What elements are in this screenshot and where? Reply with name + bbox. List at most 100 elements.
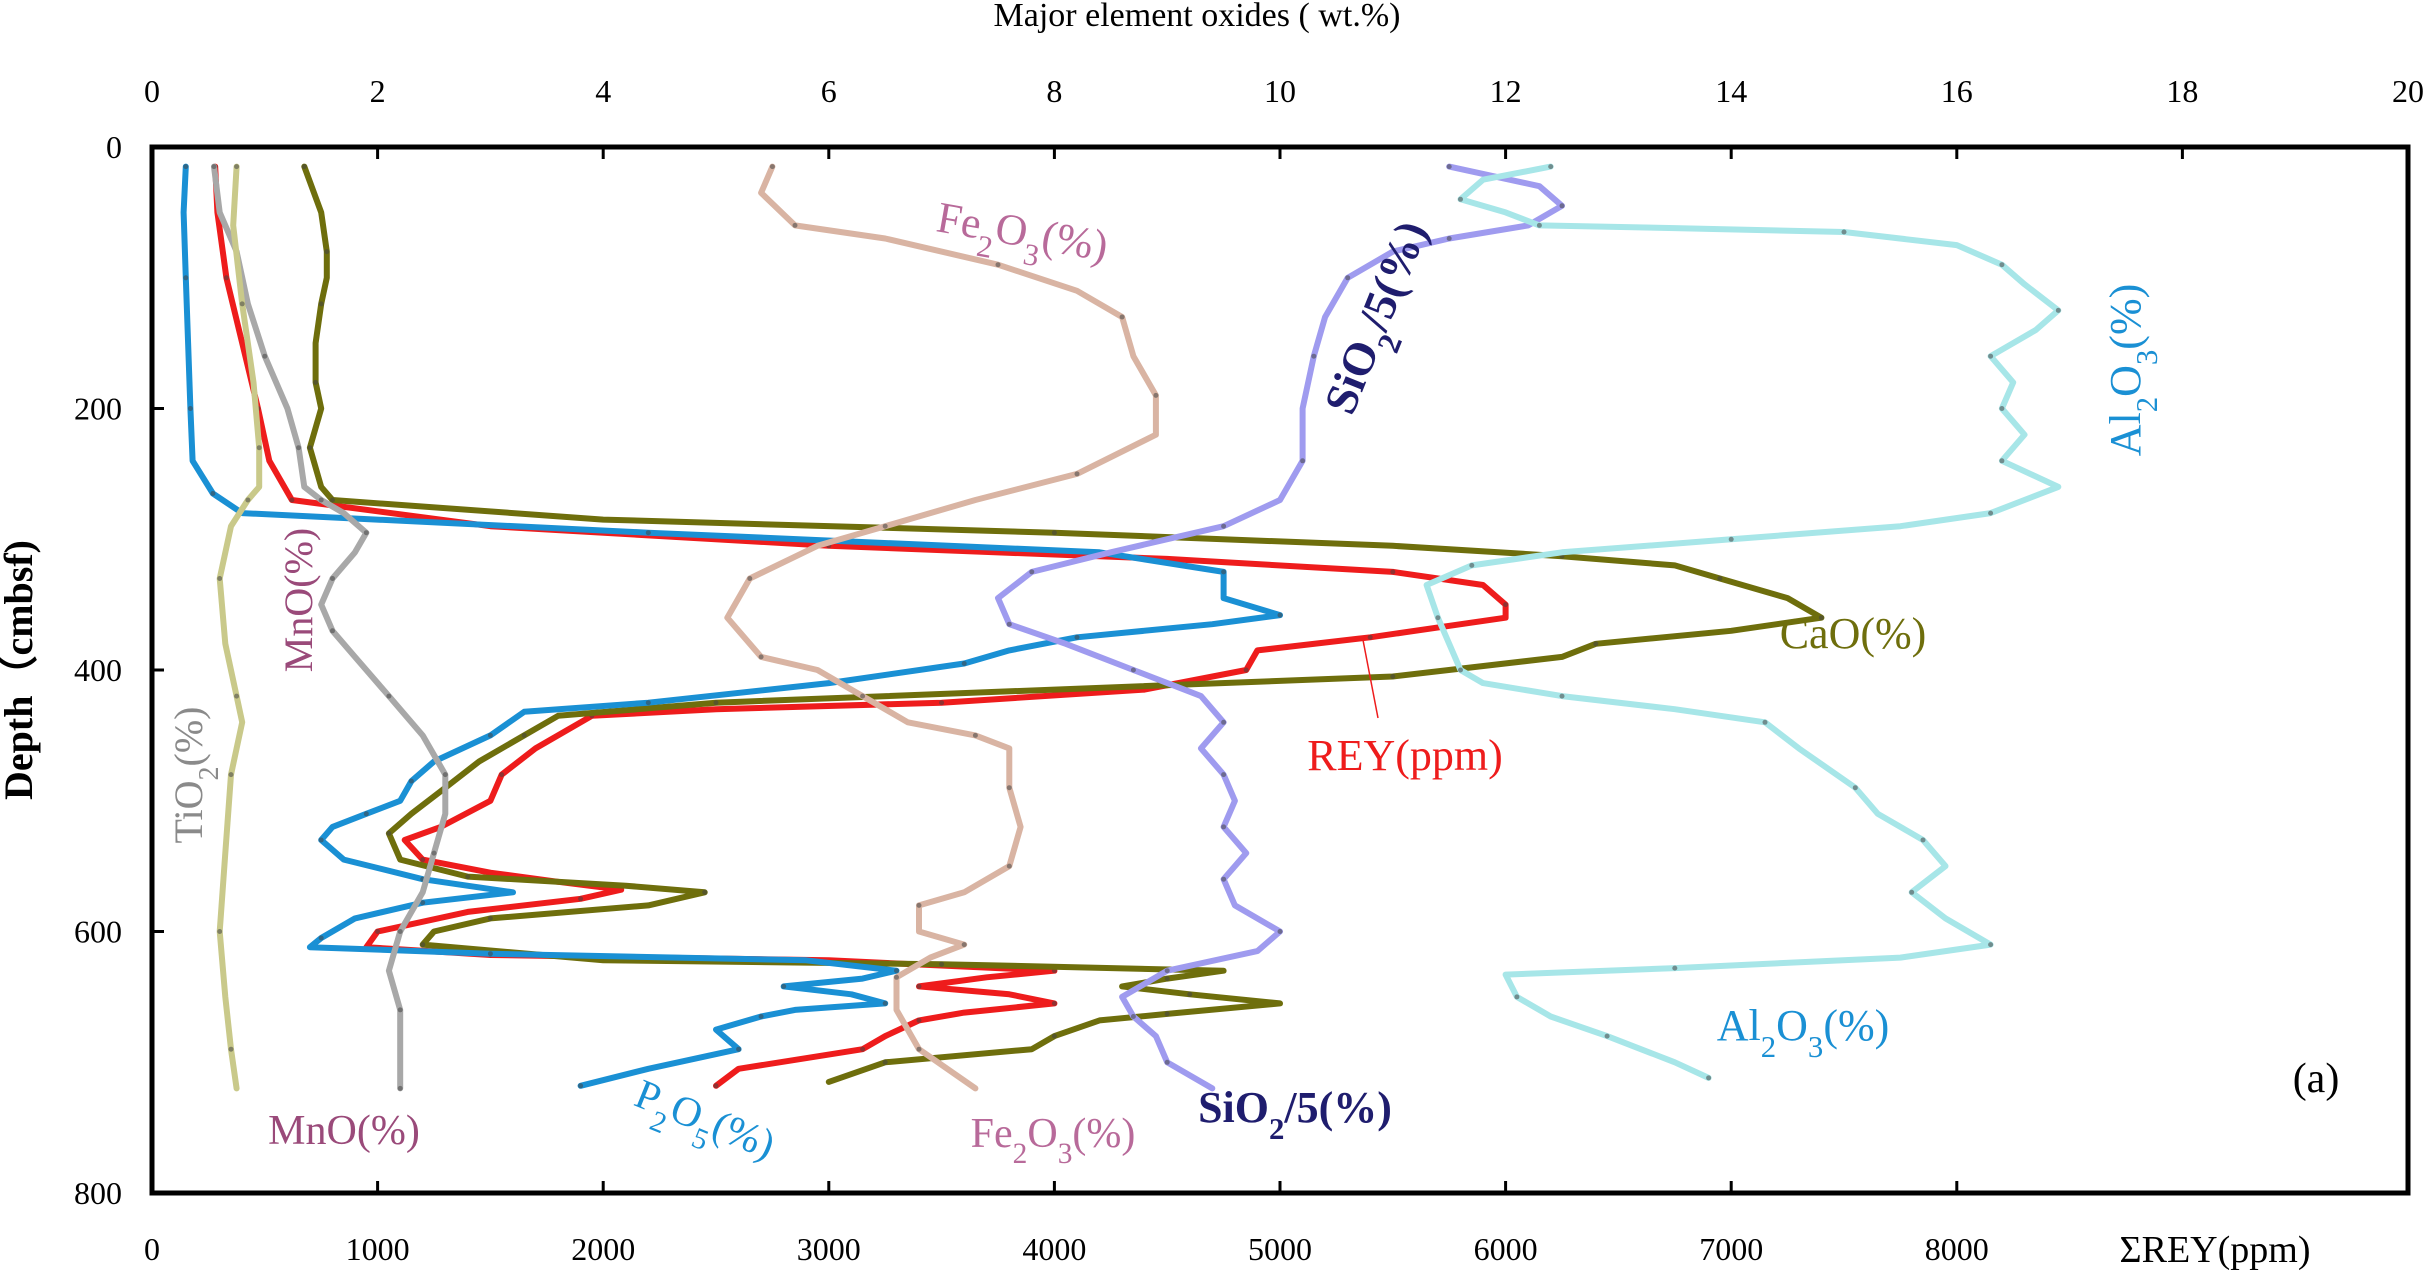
bottom-tick-label: 5000 <box>1248 1231 1312 1267</box>
plot-frame <box>149 144 2411 1196</box>
data-point-cao <box>1717 576 1723 581</box>
data-point-fe2o3 <box>1006 785 1012 791</box>
data-point-al2o3 <box>1762 719 1768 725</box>
bottom-tick-label: 3000 <box>797 1231 861 1267</box>
data-point-al2o3 <box>1999 458 2005 464</box>
data-point-tio2 <box>234 164 240 170</box>
sio2-rotated-label: SiO2/5(%) <box>1314 214 1451 427</box>
data-point-sio2 <box>1311 353 1317 359</box>
data-point-cao <box>1593 641 1599 647</box>
series-line-al2o3 <box>1423 163 2062 1081</box>
data-point-tio2 <box>228 772 234 778</box>
data-point-mno <box>397 1007 403 1013</box>
data-point-fe2o3 <box>758 654 764 660</box>
data-point-tio2 <box>256 445 262 451</box>
data-point-al2o3 <box>1841 229 1847 235</box>
top-tick-label: 10 <box>1264 73 1296 109</box>
y-tick-label: 200 <box>74 391 122 427</box>
data-point-fe2o3 <box>1119 314 1125 320</box>
y-axis-title: Depth（cmbsf) <box>0 540 41 800</box>
data-point-p2o5 <box>487 732 493 738</box>
series-sio2 <box>995 163 1565 1092</box>
data-point-mno <box>363 530 369 536</box>
data-point-rey <box>860 1046 866 1052</box>
data-point-p2o5 <box>736 1046 742 1052</box>
data-point-p2o5 <box>578 1083 584 1089</box>
data-point-cao <box>1818 615 1824 621</box>
data-point-rey <box>578 896 584 902</box>
al2o3-rotated-label: Al2O3(%) <box>2101 284 2164 457</box>
data-point-cao <box>324 249 330 255</box>
bottom-tick-label: 6000 <box>1474 1231 1538 1267</box>
data-point-cao <box>487 915 493 921</box>
data-point-p2o5 <box>318 837 324 843</box>
data-point-p2o5 <box>645 530 651 536</box>
bottom-axis-title: ΣREY(ppm) <box>2120 1229 2311 1271</box>
data-point-rey <box>375 929 381 934</box>
data-point-cao <box>318 301 324 307</box>
data-point-al2o3 <box>1999 262 2005 268</box>
series-rey <box>212 163 1509 1089</box>
data-point-tio2 <box>217 576 223 581</box>
data-point-sio2 <box>1164 968 1170 974</box>
data-point-mno <box>397 929 403 934</box>
top-tick-label: 16 <box>1941 73 1973 109</box>
data-point-sio2 <box>1446 236 1452 241</box>
rey-label: REY(ppm) <box>1307 731 1503 780</box>
series-line-fe2o3 <box>724 163 1159 1092</box>
data-point-mno <box>330 576 335 581</box>
data-point-fe2o3 <box>961 942 967 948</box>
data-point-al2o3 <box>1999 406 2005 411</box>
data-point-fe2o3 <box>894 974 899 980</box>
data-point-p2o5 <box>882 1000 888 1006</box>
data-point-rey <box>499 772 505 778</box>
data-point-al2o3 <box>1458 667 1463 673</box>
data-point-sio2 <box>1221 719 1227 725</box>
data-point-mno <box>397 1085 403 1091</box>
data-point-p2o5 <box>183 275 189 281</box>
axis-layer: 0 2 4 6 8 10 12 14 16 18 200 1000 2000 3000 4000 5000 60… <box>74 73 2424 1267</box>
data-point-cao <box>1187 991 1193 997</box>
data-point-mno <box>330 628 335 634</box>
data-point-cao <box>465 874 471 880</box>
data-point-al2o3 <box>1728 536 1734 542</box>
top-tick-label: 14 <box>1715 73 1747 109</box>
data-point-rey <box>916 1017 922 1023</box>
data-point-p2o5 <box>781 983 787 989</box>
data-point-cao <box>386 830 392 836</box>
data-point-fe2o3 <box>972 732 978 738</box>
data-point-sio2 <box>1029 569 1035 575</box>
series-line-sio2 <box>995 163 1565 1092</box>
data-point-p2o5 <box>363 811 369 817</box>
data-point-rey <box>916 983 922 989</box>
sio2-bottom-label: SiO2/5(%) <box>1198 1083 1392 1146</box>
data-point-sio2 <box>1164 1059 1170 1065</box>
data-point-tio2 <box>228 1046 234 1052</box>
p2o5-label: P2O5(%) <box>624 1071 782 1180</box>
data-point-p2o5 <box>420 900 426 906</box>
y-tick-label: 0 <box>106 129 122 165</box>
series-line-cao <box>301 163 1825 1085</box>
y-tick-label: 600 <box>74 914 122 950</box>
data-point-al2o3 <box>1458 196 1463 202</box>
data-point-p2o5 <box>183 164 189 170</box>
data-point-sio2 <box>1130 667 1136 673</box>
bottom-tick-label: 1000 <box>346 1231 410 1267</box>
data-point-fe2o3 <box>1074 471 1080 477</box>
series-tio2 <box>216 163 263 1092</box>
series-line-p2o5 <box>180 163 1283 1089</box>
data-point-fe2o3 <box>1006 863 1012 869</box>
al2o3-bottom-label: Al2O3(%) <box>1717 1001 1890 1064</box>
bottom-tick-label: 8000 <box>1925 1231 1989 1267</box>
series-line-tio2 <box>216 163 263 1092</box>
series-line-mno <box>211 163 449 1092</box>
data-point-rey <box>1503 602 1509 608</box>
data-point-sio2 <box>1277 929 1283 934</box>
mno-rotated-label: MnO(%) <box>276 528 321 672</box>
data-point-sio2 <box>1130 1014 1136 1019</box>
tio2-rotated-label: TiO2(%) <box>166 707 225 844</box>
top-axis-title: Major element oxides ( wt.%) <box>994 0 1401 34</box>
data-point-cao <box>1164 976 1170 982</box>
data-point-cao <box>420 942 426 948</box>
